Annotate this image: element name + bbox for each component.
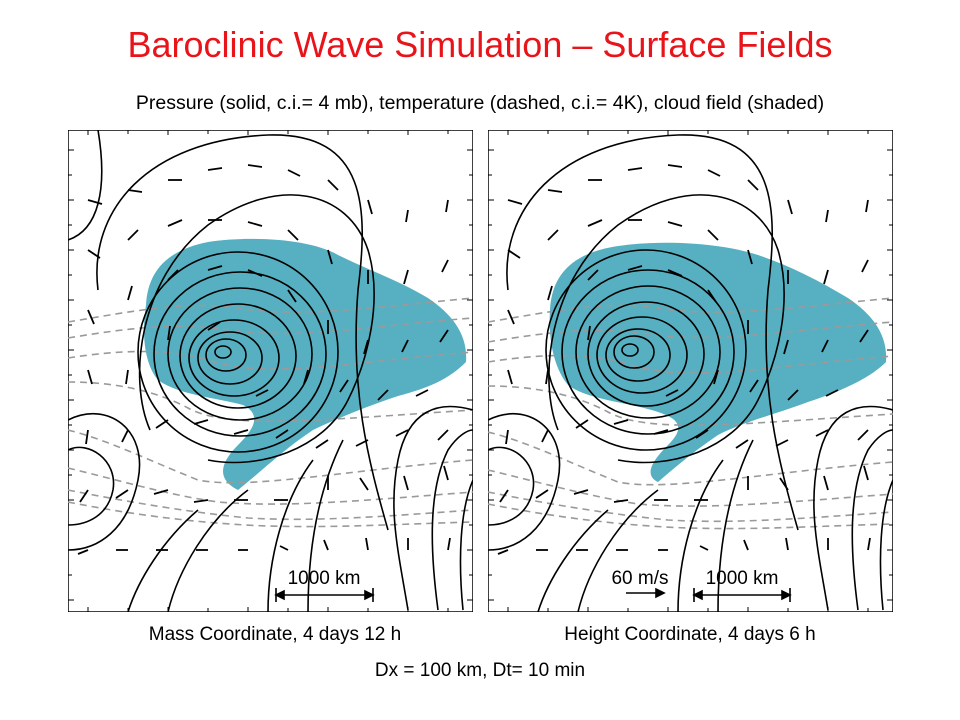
vector-label: 60 m/s [611, 568, 668, 589]
right-panel-caption: Height Coordinate, 4 days 6 h [564, 624, 816, 645]
scale-label: 1000 km [706, 568, 779, 589]
pressure-contours [68, 130, 473, 612]
slide-title: Baroclinic Wave Simulation – Surface Fie… [127, 24, 833, 65]
resolution-note: Dx = 100 km, Dt= 10 min [374, 660, 586, 681]
mass-coordinate-panel: 1000 km [68, 130, 473, 612]
temperature-contours [68, 297, 473, 528]
pressure-contours [488, 134, 893, 612]
scale-bar [274, 588, 375, 602]
temperature-contours [488, 297, 893, 530]
left-panel-caption: Mass Coordinate, 4 days 12 h [148, 624, 402, 645]
wind-vectors [497, 164, 871, 555]
scale-label: 1000 km [288, 568, 361, 589]
reference-vector [626, 587, 666, 599]
slide-subtitle: Pressure (solid, c.i.= 4 mb), temperatur… [135, 92, 825, 114]
wind-vectors [77, 164, 451, 555]
height-coordinate-panel: 60 m/s 1000 km [488, 130, 893, 612]
scale-bar [692, 588, 792, 602]
cloud-field [143, 238, 467, 490]
